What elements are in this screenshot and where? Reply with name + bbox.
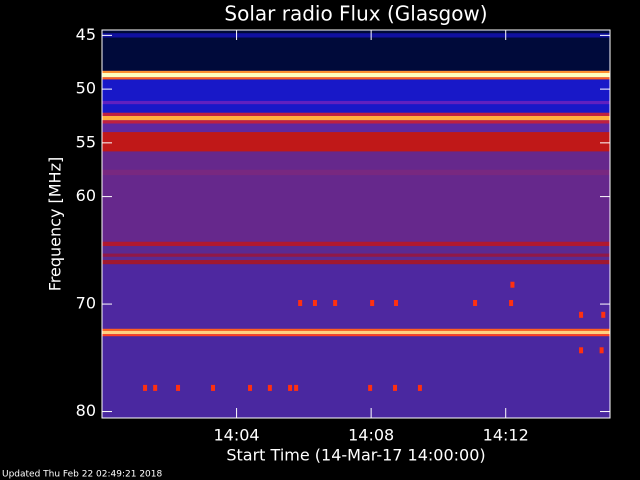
frequency-band (102, 132, 610, 152)
burst (393, 384, 398, 391)
chart-title: Solar radio Flux (Glasgow) (224, 2, 487, 26)
frequency-band (102, 77, 610, 80)
frequency-band (102, 112, 610, 116)
y-tick-label: 55 (76, 132, 96, 151)
x-tick-label: 14:12 (483, 426, 529, 445)
y-tick-label: 70 (76, 294, 96, 313)
y-tick-label: 50 (76, 79, 96, 98)
frequency-band (102, 120, 610, 124)
frequency-band (102, 72, 610, 78)
frequency-band (102, 260, 610, 265)
frequency-band (102, 241, 610, 247)
burst (510, 281, 515, 288)
burst (176, 384, 181, 391)
frequency-band (102, 70, 610, 73)
plot-area (102, 30, 610, 418)
burst (601, 311, 606, 318)
x-axis-label: Start Time (14-Mar-17 14:00:00) (226, 446, 485, 465)
burst (294, 384, 299, 391)
burst (298, 299, 303, 306)
frequency-band (102, 264, 610, 329)
burst (599, 347, 604, 354)
burst (509, 299, 514, 306)
frequency-band (102, 253, 610, 257)
burst (267, 384, 272, 391)
frequency-band (102, 334, 610, 337)
frequency-band (102, 151, 610, 242)
burst (370, 299, 375, 306)
burst (394, 299, 399, 306)
burst (333, 299, 338, 306)
burst (143, 384, 148, 391)
frequency-band (102, 79, 610, 113)
burst (579, 311, 584, 318)
burst (288, 384, 293, 391)
plot-frame (101, 29, 611, 419)
burst (153, 384, 158, 391)
burst (473, 299, 478, 306)
burst (248, 384, 253, 391)
frequency-band (102, 328, 610, 331)
x-tick-label: 14:08 (348, 426, 394, 445)
y-tick-label: 60 (76, 186, 96, 205)
burst (312, 299, 317, 306)
frequency-band (102, 336, 610, 418)
y-axis-label: Frequency [MHz] (46, 157, 65, 291)
burst (417, 384, 422, 391)
y-tick-label: 80 (76, 401, 96, 420)
frequency-band (102, 100, 610, 105)
frequency-band (102, 330, 610, 335)
burst (579, 347, 584, 354)
burst (211, 384, 216, 391)
burst (368, 384, 373, 391)
x-tick-label: 14:04 (214, 426, 260, 445)
frequency-band (102, 33, 610, 38)
frequency-band (102, 169, 610, 176)
footer: Updated Thu Feb 22 02:49:21 2018 (2, 470, 163, 480)
frequency-band (102, 115, 610, 121)
y-tick-label: 45 (76, 25, 96, 44)
frequency-band (102, 123, 610, 133)
